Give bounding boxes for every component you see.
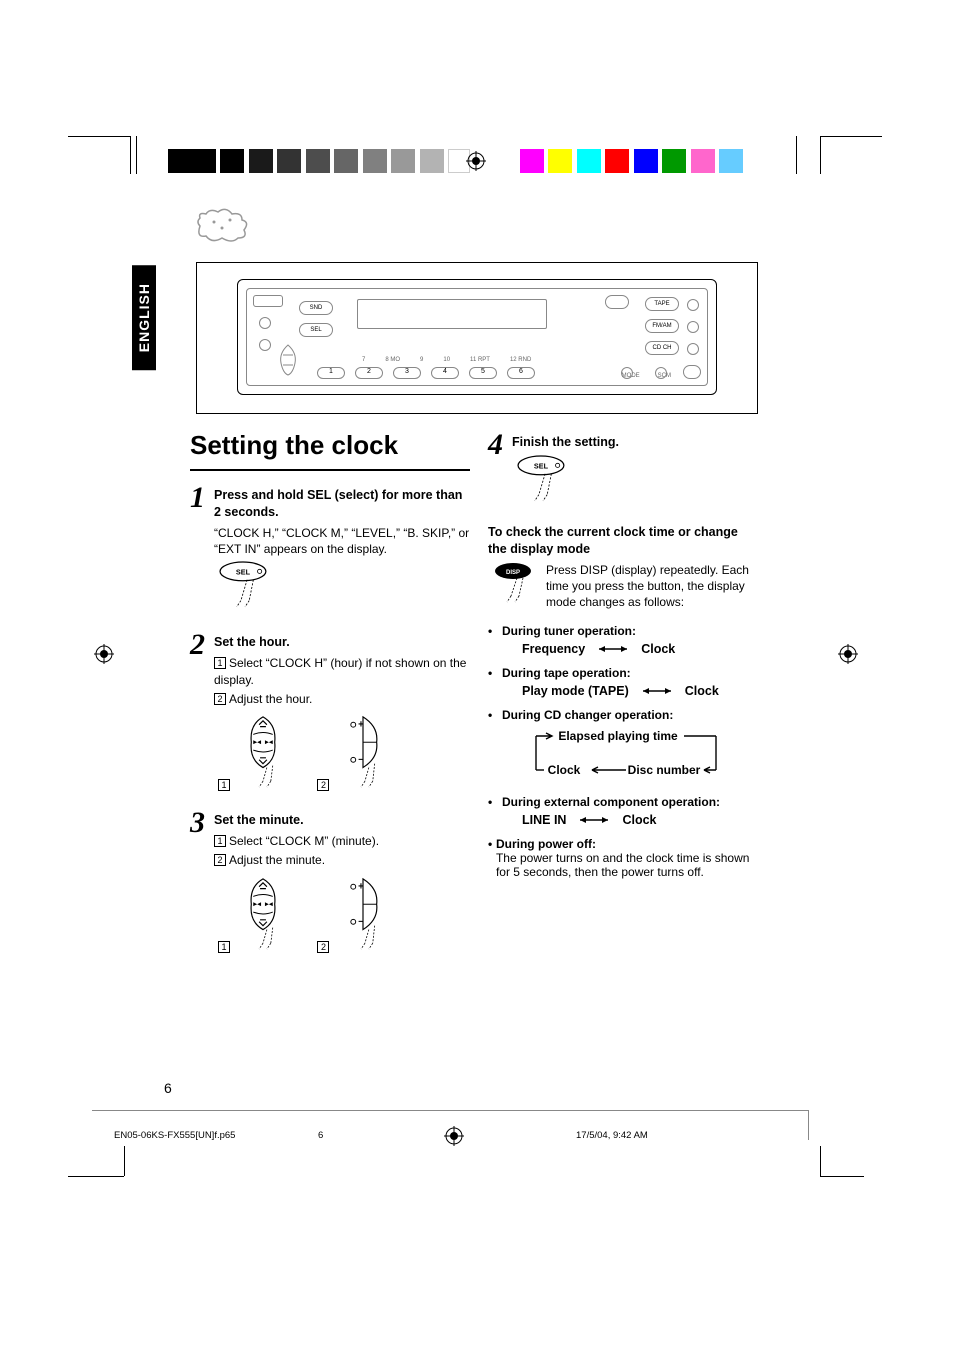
language-tab: ENGLISH (132, 265, 156, 370)
crop-mark (124, 1146, 125, 1176)
crop-mark (68, 136, 130, 137)
registration-mark (838, 644, 858, 664)
thought-cloud-icon (192, 208, 252, 244)
sel-button-graphic (214, 561, 274, 611)
registration-mark (94, 644, 114, 664)
page-number: 6 (164, 1080, 172, 1096)
crop-mark (136, 136, 137, 174)
rocker-graphic (337, 875, 389, 951)
mode-bullet: •During tape operation: (488, 666, 760, 680)
footer-datetime: 17/5/04, 9:42 AM (576, 1130, 648, 1141)
step-heading: Set the hour. (214, 634, 470, 651)
substep: 1Select “CLOCK H” (hour) if not shown on… (214, 655, 470, 689)
body-text: The power turns on and the clock time is… (496, 851, 749, 879)
step-number: 3 (190, 808, 214, 955)
svg-text:Elapsed playing time: Elapsed playing time (558, 729, 678, 743)
step-2: 2 Set the hour. 1Select “CLOCK H” (hour)… (190, 630, 470, 794)
step-number: 1 (190, 483, 214, 616)
mode-flow: Frequency Clock (488, 642, 760, 656)
crop-mark (796, 136, 797, 174)
crop-mark (130, 136, 131, 174)
device-illustration: SND SEL 78 MO9 1011 RPT12 RND 12 34 56 T… (196, 262, 758, 414)
substep: 2Adjust the minute. (214, 852, 470, 869)
body-text: Press DISP (display) repeatedly. Each ti… (546, 562, 760, 611)
mode-bullet: • During power off: The power turns on a… (488, 837, 760, 879)
step-number: 2 (190, 630, 214, 794)
rocker-graphic (337, 713, 389, 789)
step-number: 4 (488, 430, 512, 510)
disp-button-graphic (488, 562, 538, 606)
calibration-colorbar-left (168, 149, 470, 173)
registration-mark (466, 151, 486, 171)
footer-rule (92, 1110, 808, 1111)
crop-mark (820, 1146, 821, 1176)
mode-bullet: •During CD changer operation: (488, 708, 760, 722)
substep-marker: 1 (218, 779, 230, 791)
crop-mark (820, 136, 821, 174)
mode-bullet: •During external component operation: (488, 795, 760, 809)
footer-filename: EN05-06KS-FX555[UN]f.p65 (114, 1130, 235, 1141)
control-knob-graphic (237, 713, 289, 789)
substep-marker: 1 (218, 941, 230, 953)
mode-bullet: •During tuner operation: (488, 624, 760, 638)
step-heading: Press and hold SEL (select) for more tha… (214, 487, 470, 521)
substep-marker: 2 (317, 779, 329, 791)
footer-rule (808, 1110, 809, 1140)
substep-marker: 2 (317, 941, 329, 953)
crop-mark (68, 1176, 124, 1177)
substep: 2Adjust the hour. (214, 691, 470, 708)
registration-mark (444, 1126, 464, 1146)
mode-flow: Play mode (TAPE) Clock (488, 684, 760, 698)
mode-flow: LINE IN Clock (488, 813, 760, 827)
divider (190, 469, 470, 471)
cd-flow-diagram: Elapsed playing time Disc number Clock (508, 726, 738, 782)
subsection-heading: To check the current clock time or chang… (488, 524, 760, 558)
step-1: 1 Press and hold SEL (select) for more t… (190, 483, 470, 616)
section-title: Setting the clock (190, 430, 470, 461)
step-text: “CLOCK H,” “CLOCK M,” “LEVEL,” “B. SKIP,… (214, 525, 470, 557)
svg-text:Clock: Clock (548, 763, 581, 777)
substep: 1Select “CLOCK M” (minute). (214, 833, 470, 850)
step-heading: Finish the setting. (512, 434, 760, 451)
footer-page: 6 (318, 1130, 323, 1141)
crop-mark (820, 136, 882, 137)
control-knob-graphic (237, 875, 289, 951)
step-4: 4 Finish the setting. (488, 430, 760, 510)
crop-mark (820, 1176, 864, 1177)
step-3: 3 Set the minute. 1Select “CLOCK M” (min… (190, 808, 470, 955)
sel-button-graphic (512, 455, 572, 505)
calibration-colorbar-right (520, 149, 743, 173)
step-heading: Set the minute. (214, 812, 470, 829)
svg-text:Disc number: Disc number (628, 763, 701, 777)
